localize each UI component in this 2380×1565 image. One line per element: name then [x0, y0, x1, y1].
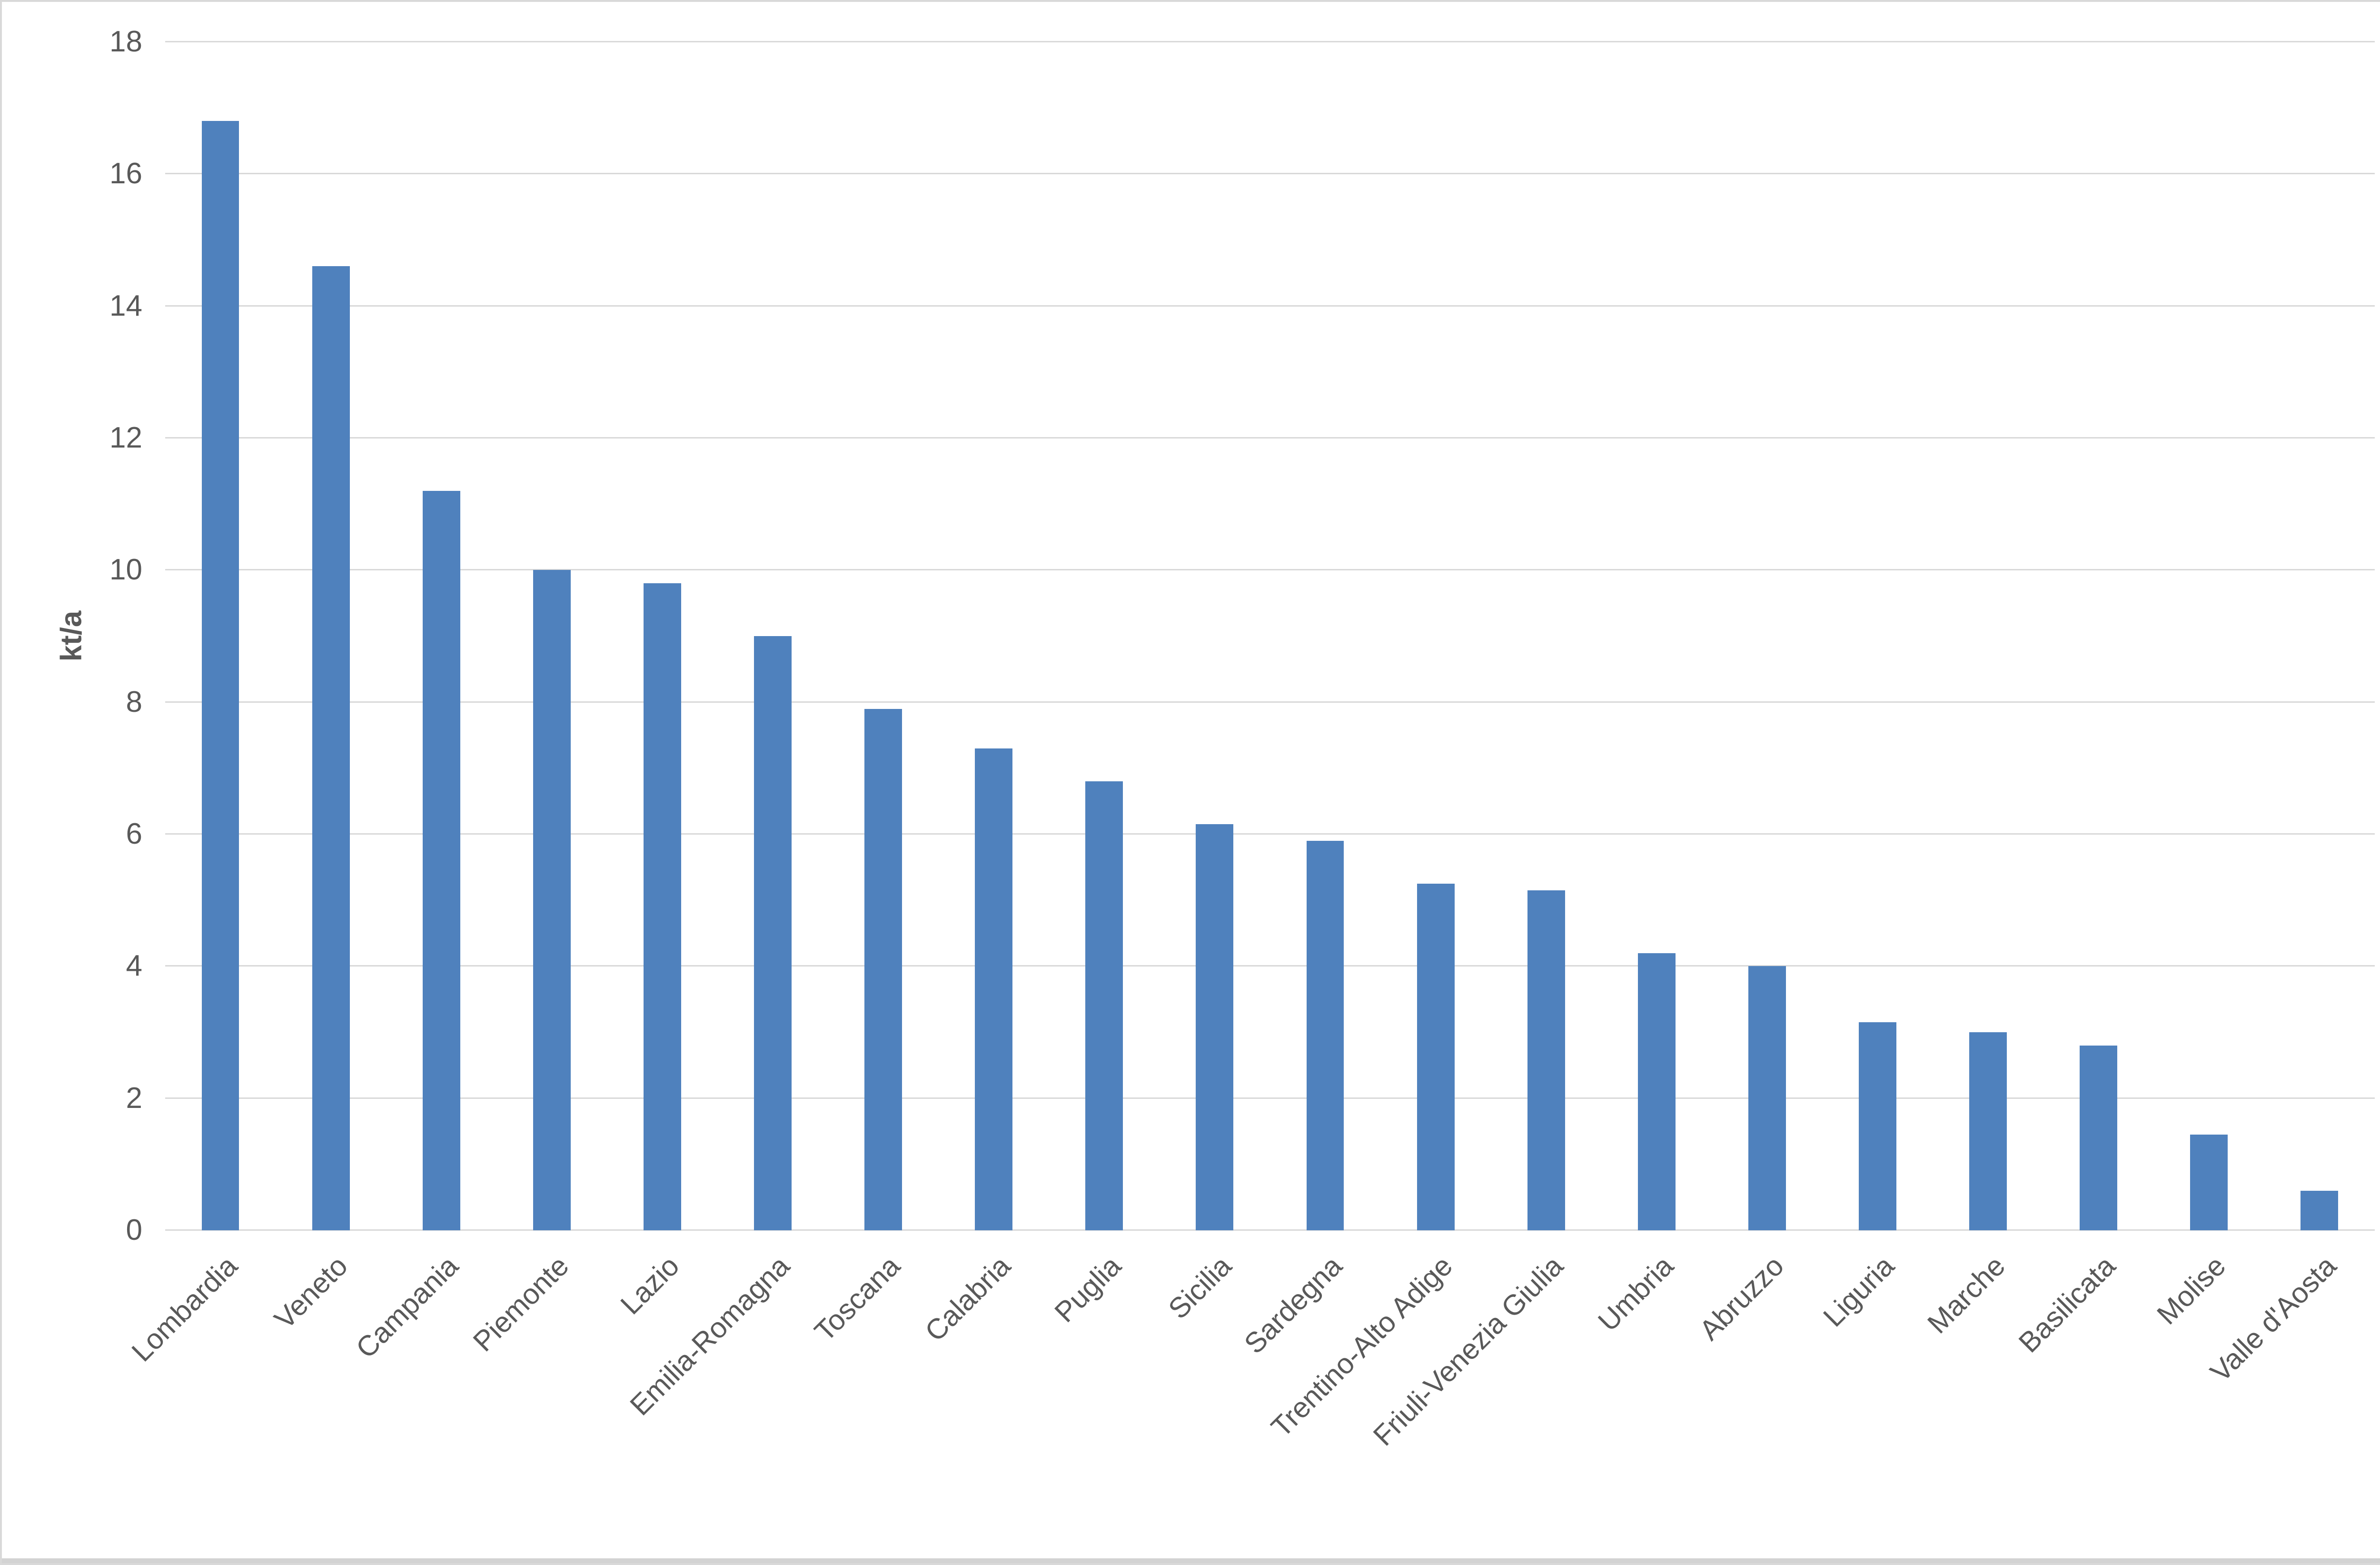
- y-tick-label: 0: [126, 1214, 142, 1246]
- x-category-label-text: Veneto: [268, 1249, 354, 1336]
- y-tick-label: 4: [126, 949, 142, 983]
- bar-Umbria[interactable]: [1637, 953, 1676, 1230]
- gridline: [165, 701, 2375, 703]
- x-category-label-text: Marche: [1921, 1249, 2011, 1340]
- gridline: [165, 437, 2375, 439]
- gridline: [165, 833, 2375, 835]
- x-category-label-text: Liguria: [1817, 1249, 1901, 1333]
- bar-Sicilia[interactable]: [1196, 824, 1234, 1230]
- x-category-label-text: Calabria: [919, 1249, 1017, 1348]
- bar-Friuli-Venezia Giulia[interactable]: [1527, 890, 1565, 1230]
- y-tick-label: 8: [126, 685, 142, 718]
- bar-Valle d'Aosta[interactable]: [2301, 1190, 2339, 1230]
- y-tick-label: 16: [109, 157, 142, 190]
- bar-Piemonte[interactable]: [533, 570, 571, 1230]
- x-category-label-text: Sardegna: [1238, 1249, 1349, 1360]
- bar-Veneto[interactable]: [312, 266, 350, 1230]
- gridline: [165, 965, 2375, 967]
- x-category-label-text: Toscana: [808, 1249, 906, 1348]
- bar-Molise[interactable]: [2190, 1134, 2228, 1230]
- bar-Sardegna[interactable]: [1306, 840, 1344, 1230]
- x-category-label-text: Lombardia: [125, 1249, 244, 1368]
- bar-Lazio[interactable]: [643, 583, 681, 1230]
- gridline: [165, 41, 2375, 42]
- x-category-label-text: Sicilia: [1162, 1249, 1238, 1325]
- y-tick-label: 10: [109, 553, 142, 587]
- bottom-scrollbar[interactable]: [2, 1558, 2380, 1563]
- gridline: [165, 1229, 2375, 1231]
- bar-Calabria[interactable]: [975, 748, 1013, 1230]
- bar-Abruzzo[interactable]: [1748, 966, 1786, 1230]
- y-tick-label: 6: [126, 817, 142, 850]
- bar-Toscana[interactable]: [864, 708, 902, 1230]
- x-category-label-text: Trentino-Alto Adige: [1265, 1249, 1459, 1444]
- gridline: [165, 305, 2375, 307]
- y-tick-label: 12: [109, 421, 142, 454]
- y-tick-label: 18: [109, 25, 142, 58]
- bar-Marche[interactable]: [1969, 1032, 2007, 1230]
- gridline: [165, 569, 2375, 571]
- y-tick-label: 2: [126, 1081, 142, 1115]
- x-category-label-text: Molise: [2151, 1249, 2232, 1331]
- gridline: [165, 173, 2375, 175]
- x-category-label-text: Lazio: [614, 1249, 685, 1321]
- bar-Campania[interactable]: [422, 490, 460, 1230]
- y-axis-title: kt/a: [55, 610, 88, 662]
- bar-Puglia[interactable]: [1085, 781, 1123, 1230]
- bar-Trentino-Alto Adige[interactable]: [1417, 884, 1455, 1230]
- x-category-label-text: Basilicata: [2012, 1249, 2122, 1359]
- plot-area: 0 2 4 6 8 10 12 14 16 18 Lombardia Veneto Campania P…: [55, 25, 2375, 1452]
- x-category-label-text: Piemonte: [466, 1249, 575, 1358]
- bar-Liguria[interactable]: [1859, 1022, 1896, 1230]
- bar-Lombardia[interactable]: [201, 121, 239, 1230]
- x-category-label-text: Abruzzo: [1693, 1249, 1790, 1346]
- gridline: [165, 1097, 2375, 1099]
- y-tick-label: 14: [109, 289, 142, 322]
- x-category-label-text: Friuli-Venezia Giulia: [1367, 1249, 1569, 1452]
- bar-Basilicata[interactable]: [2080, 1045, 2118, 1230]
- x-category-label-text: Umbria: [1592, 1249, 1680, 1337]
- x-category-label-text: Campania: [349, 1249, 465, 1365]
- x-category-label-text: Puglia: [1048, 1249, 1127, 1329]
- bar-Emilia-Romagna[interactable]: [754, 636, 792, 1230]
